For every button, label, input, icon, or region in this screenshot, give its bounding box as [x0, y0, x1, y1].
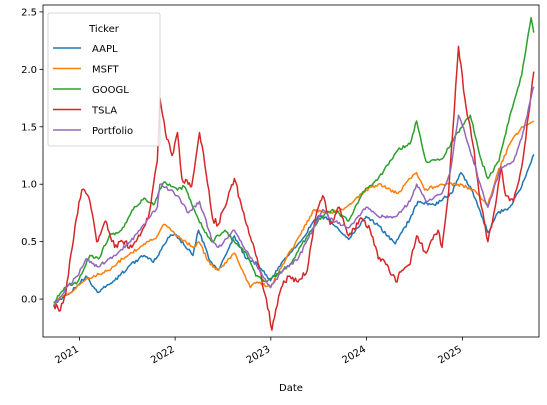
legend-label-msft: MSFT — [92, 65, 120, 76]
legend-label-aapl: AAPL — [92, 44, 118, 55]
legend-label-tsla: TSLA — [91, 106, 117, 117]
series-layer — [52, 16, 535, 331]
legend: Ticker AAPL MSFT GOOGL TSLA Portfolio — [47, 12, 161, 147]
x-axis-label: Date — [279, 383, 303, 394]
y-tick-label: 2.0 — [21, 65, 37, 76]
axes-frame — [42, 4, 540, 338]
y-tick-label: 0.0 — [21, 295, 37, 306]
y-axis: 0.0 0.5 1.0 1.5 2.0 2.5 — [21, 7, 43, 306]
legend-label-portfolio: Portfolio — [92, 126, 133, 137]
x-axis: 2021 2022 2023 2024 2025 — [53, 337, 464, 366]
x-tick-label: 2025 — [436, 344, 464, 366]
x-tick-label: 2024 — [340, 344, 368, 366]
series-line-aapl — [53, 154, 535, 306]
legend-box — [47, 12, 161, 147]
x-tick-label: 2022 — [149, 344, 177, 366]
series-line-portfolio — [53, 86, 535, 306]
y-tick-label: 2.5 — [21, 7, 37, 18]
y-tick-label: 0.5 — [21, 237, 37, 248]
y-tick-label: 1.0 — [21, 180, 37, 191]
legend-entries: AAPL MSFT GOOGL TSLA Portfolio — [53, 44, 133, 137]
x-tick-label: 2023 — [245, 344, 273, 366]
series-line-tsla — [52, 45, 535, 331]
y-tick-label: 1.5 — [21, 122, 37, 133]
series-line-msft — [53, 120, 535, 305]
legend-label-googl: GOOGL — [92, 85, 129, 96]
x-tick-label: 2021 — [53, 344, 81, 366]
legend-title: Ticker — [88, 24, 120, 35]
